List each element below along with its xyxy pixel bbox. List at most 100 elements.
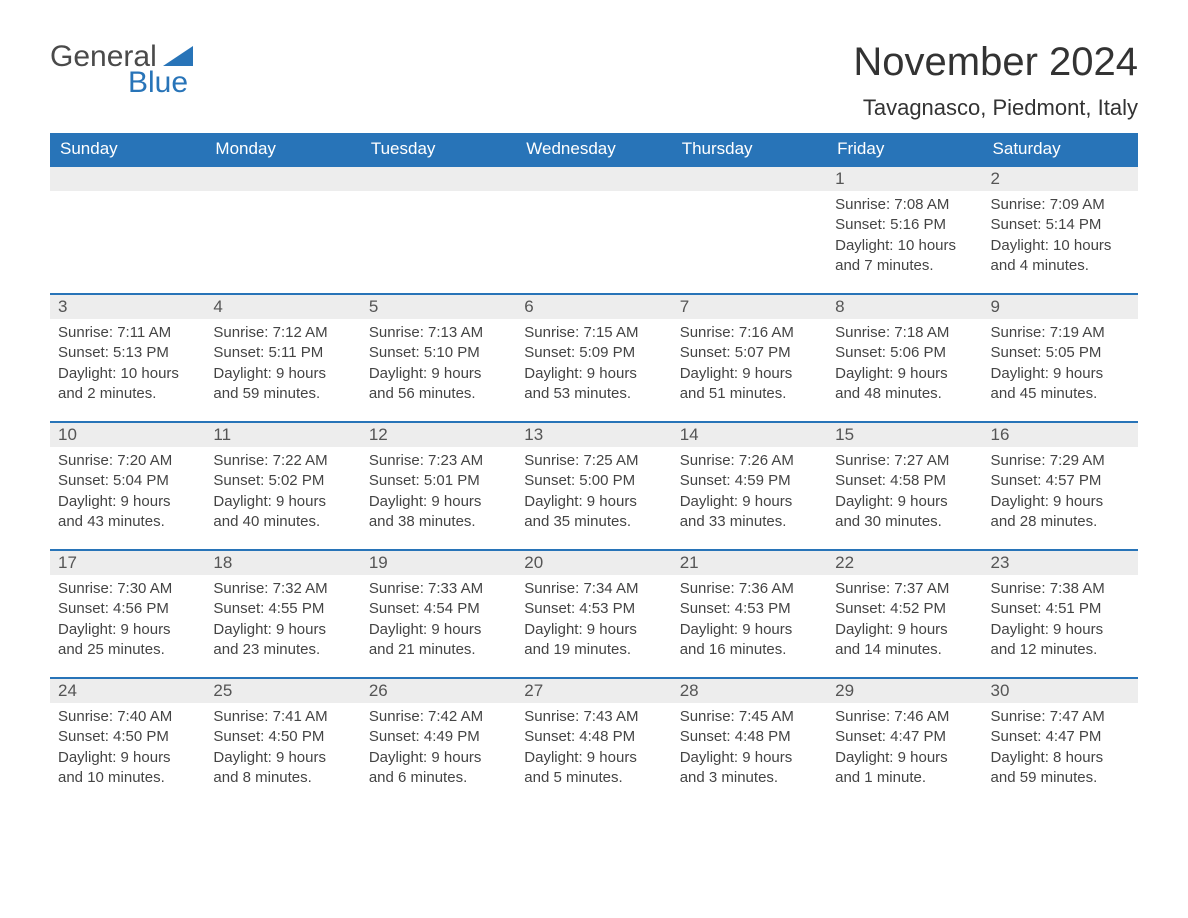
daylight-line: Daylight: 9 hours and 35 minutes.	[524, 492, 663, 533]
sunset-line: Sunset: 4:59 PM	[680, 471, 819, 491]
day-body: Sunrise: 7:13 AMSunset: 5:10 PMDaylight:…	[361, 319, 516, 410]
sunset-line: Sunset: 5:01 PM	[369, 471, 508, 491]
day-cell: 13Sunrise: 7:25 AMSunset: 5:00 PMDayligh…	[516, 422, 671, 550]
day-number: 6	[516, 295, 671, 319]
day-body: Sunrise: 7:26 AMSunset: 4:59 PMDaylight:…	[672, 447, 827, 538]
day-cell	[361, 166, 516, 294]
weekday-header: Wednesday	[516, 133, 671, 166]
daylight-line: Daylight: 9 hours and 12 minutes.	[991, 620, 1130, 661]
sunset-line: Sunset: 4:58 PM	[835, 471, 974, 491]
sunset-line: Sunset: 4:54 PM	[369, 599, 508, 619]
sunset-line: Sunset: 4:48 PM	[680, 727, 819, 747]
sunrise-line: Sunrise: 7:18 AM	[835, 323, 974, 343]
day-number-empty	[516, 167, 671, 191]
day-body: Sunrise: 7:33 AMSunset: 4:54 PMDaylight:…	[361, 575, 516, 666]
sunrise-line: Sunrise: 7:43 AM	[524, 707, 663, 727]
day-number: 15	[827, 423, 982, 447]
sunrise-line: Sunrise: 7:34 AM	[524, 579, 663, 599]
daylight-line: Daylight: 9 hours and 14 minutes.	[835, 620, 974, 661]
sunset-line: Sunset: 5:14 PM	[991, 215, 1130, 235]
sunset-line: Sunset: 4:51 PM	[991, 599, 1130, 619]
day-body: Sunrise: 7:12 AMSunset: 5:11 PMDaylight:…	[205, 319, 360, 410]
day-number: 20	[516, 551, 671, 575]
daylight-line: Daylight: 9 hours and 59 minutes.	[213, 364, 352, 405]
day-body: Sunrise: 7:18 AMSunset: 5:06 PMDaylight:…	[827, 319, 982, 410]
day-number: 2	[983, 167, 1138, 191]
day-body: Sunrise: 7:22 AMSunset: 5:02 PMDaylight:…	[205, 447, 360, 538]
day-cell: 6Sunrise: 7:15 AMSunset: 5:09 PMDaylight…	[516, 294, 671, 422]
day-cell: 4Sunrise: 7:12 AMSunset: 5:11 PMDaylight…	[205, 294, 360, 422]
day-number: 24	[50, 679, 205, 703]
day-body-empty	[50, 191, 205, 271]
day-cell: 28Sunrise: 7:45 AMSunset: 4:48 PMDayligh…	[672, 678, 827, 806]
day-cell: 16Sunrise: 7:29 AMSunset: 4:57 PMDayligh…	[983, 422, 1138, 550]
weekday-header: Saturday	[983, 133, 1138, 166]
sunrise-line: Sunrise: 7:19 AM	[991, 323, 1130, 343]
sunrise-line: Sunrise: 7:38 AM	[991, 579, 1130, 599]
day-body-empty	[516, 191, 671, 271]
sunset-line: Sunset: 5:09 PM	[524, 343, 663, 363]
day-cell: 25Sunrise: 7:41 AMSunset: 4:50 PMDayligh…	[205, 678, 360, 806]
day-cell: 12Sunrise: 7:23 AMSunset: 5:01 PMDayligh…	[361, 422, 516, 550]
day-number: 1	[827, 167, 982, 191]
day-cell: 27Sunrise: 7:43 AMSunset: 4:48 PMDayligh…	[516, 678, 671, 806]
sunrise-line: Sunrise: 7:09 AM	[991, 195, 1130, 215]
sunrise-line: Sunrise: 7:27 AM	[835, 451, 974, 471]
daylight-line: Daylight: 9 hours and 48 minutes.	[835, 364, 974, 405]
day-number: 9	[983, 295, 1138, 319]
logo: General Blue	[50, 40, 193, 100]
month-title: November 2024	[853, 40, 1138, 85]
day-cell: 14Sunrise: 7:26 AMSunset: 4:59 PMDayligh…	[672, 422, 827, 550]
daylight-line: Daylight: 10 hours and 4 minutes.	[991, 236, 1130, 277]
day-body: Sunrise: 7:37 AMSunset: 4:52 PMDaylight:…	[827, 575, 982, 666]
day-body: Sunrise: 7:36 AMSunset: 4:53 PMDaylight:…	[672, 575, 827, 666]
sunset-line: Sunset: 4:56 PM	[58, 599, 197, 619]
day-body: Sunrise: 7:16 AMSunset: 5:07 PMDaylight:…	[672, 319, 827, 410]
weekday-header: Friday	[827, 133, 982, 166]
sunset-line: Sunset: 4:52 PM	[835, 599, 974, 619]
sunset-line: Sunset: 4:57 PM	[991, 471, 1130, 491]
weekday-header: Tuesday	[361, 133, 516, 166]
logo-triangle-icon	[163, 46, 193, 66]
day-body: Sunrise: 7:38 AMSunset: 4:51 PMDaylight:…	[983, 575, 1138, 666]
day-body: Sunrise: 7:15 AMSunset: 5:09 PMDaylight:…	[516, 319, 671, 410]
day-cell: 20Sunrise: 7:34 AMSunset: 4:53 PMDayligh…	[516, 550, 671, 678]
sunset-line: Sunset: 4:49 PM	[369, 727, 508, 747]
day-number: 5	[361, 295, 516, 319]
daylight-line: Daylight: 9 hours and 28 minutes.	[991, 492, 1130, 533]
sunset-line: Sunset: 4:48 PM	[524, 727, 663, 747]
day-body: Sunrise: 7:42 AMSunset: 4:49 PMDaylight:…	[361, 703, 516, 794]
daylight-line: Daylight: 9 hours and 56 minutes.	[369, 364, 508, 405]
day-number: 10	[50, 423, 205, 447]
daylight-line: Daylight: 9 hours and 38 minutes.	[369, 492, 508, 533]
sunset-line: Sunset: 4:53 PM	[680, 599, 819, 619]
sunset-line: Sunset: 5:10 PM	[369, 343, 508, 363]
sunrise-line: Sunrise: 7:08 AM	[835, 195, 974, 215]
day-number-empty	[672, 167, 827, 191]
title-block: November 2024 Tavagnasco, Piedmont, Ital…	[853, 40, 1138, 121]
day-number: 28	[672, 679, 827, 703]
page-header: General Blue November 2024 Tavagnasco, P…	[50, 40, 1138, 121]
day-cell: 24Sunrise: 7:40 AMSunset: 4:50 PMDayligh…	[50, 678, 205, 806]
sunset-line: Sunset: 5:07 PM	[680, 343, 819, 363]
day-cell	[50, 166, 205, 294]
day-cell: 26Sunrise: 7:42 AMSunset: 4:49 PMDayligh…	[361, 678, 516, 806]
sunrise-line: Sunrise: 7:47 AM	[991, 707, 1130, 727]
day-cell: 18Sunrise: 7:32 AMSunset: 4:55 PMDayligh…	[205, 550, 360, 678]
day-number: 3	[50, 295, 205, 319]
day-number: 11	[205, 423, 360, 447]
day-cell: 7Sunrise: 7:16 AMSunset: 5:07 PMDaylight…	[672, 294, 827, 422]
daylight-line: Daylight: 9 hours and 43 minutes.	[58, 492, 197, 533]
day-number: 14	[672, 423, 827, 447]
daylight-line: Daylight: 9 hours and 3 minutes.	[680, 748, 819, 789]
day-cell: 19Sunrise: 7:33 AMSunset: 4:54 PMDayligh…	[361, 550, 516, 678]
weekday-header: Sunday	[50, 133, 205, 166]
weekday-header: Monday	[205, 133, 360, 166]
week-row: 10Sunrise: 7:20 AMSunset: 5:04 PMDayligh…	[50, 422, 1138, 550]
day-body: Sunrise: 7:29 AMSunset: 4:57 PMDaylight:…	[983, 447, 1138, 538]
sunset-line: Sunset: 5:11 PM	[213, 343, 352, 363]
sunset-line: Sunset: 4:47 PM	[991, 727, 1130, 747]
day-body-empty	[205, 191, 360, 271]
day-body-empty	[672, 191, 827, 271]
day-number: 17	[50, 551, 205, 575]
